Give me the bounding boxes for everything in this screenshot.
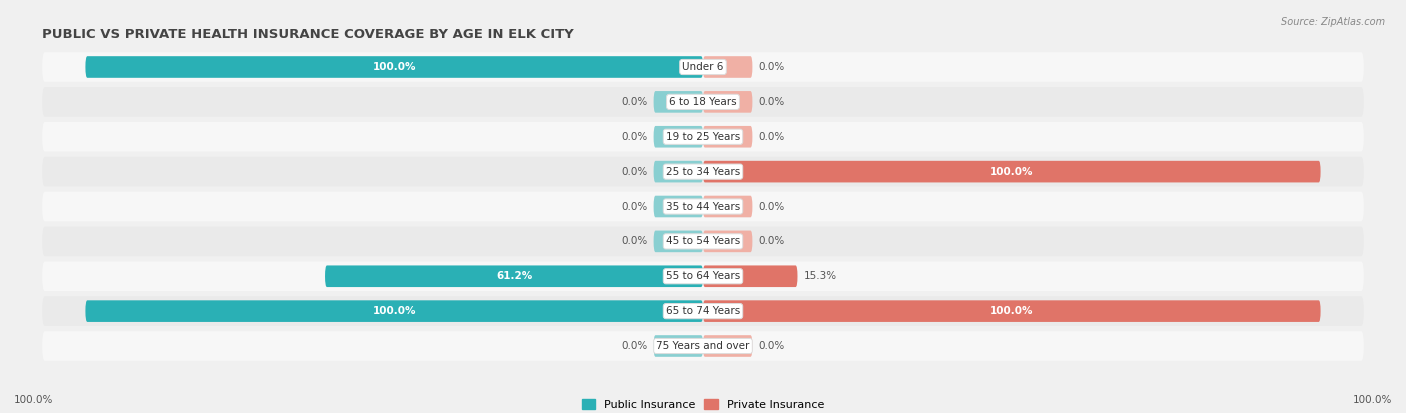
FancyBboxPatch shape: [703, 196, 752, 217]
Text: 0.0%: 0.0%: [621, 202, 647, 211]
FancyBboxPatch shape: [654, 335, 703, 357]
Text: 0.0%: 0.0%: [759, 341, 785, 351]
Text: Source: ZipAtlas.com: Source: ZipAtlas.com: [1281, 17, 1385, 26]
Text: 0.0%: 0.0%: [759, 62, 785, 72]
Text: 0.0%: 0.0%: [621, 132, 647, 142]
Text: 0.0%: 0.0%: [621, 341, 647, 351]
Text: 0.0%: 0.0%: [621, 236, 647, 247]
Text: 6 to 18 Years: 6 to 18 Years: [669, 97, 737, 107]
Text: Under 6: Under 6: [682, 62, 724, 72]
Text: 100.0%: 100.0%: [990, 306, 1033, 316]
FancyBboxPatch shape: [42, 157, 1364, 186]
Text: 100.0%: 100.0%: [1353, 395, 1392, 405]
FancyBboxPatch shape: [703, 91, 752, 113]
FancyBboxPatch shape: [42, 261, 1364, 291]
Text: 65 to 74 Years: 65 to 74 Years: [666, 306, 740, 316]
FancyBboxPatch shape: [703, 161, 1320, 183]
FancyBboxPatch shape: [703, 230, 752, 252]
Text: 0.0%: 0.0%: [759, 132, 785, 142]
Text: 19 to 25 Years: 19 to 25 Years: [666, 132, 740, 142]
Text: 15.3%: 15.3%: [804, 271, 837, 281]
FancyBboxPatch shape: [86, 300, 703, 322]
Text: 100.0%: 100.0%: [373, 306, 416, 316]
FancyBboxPatch shape: [654, 126, 703, 147]
FancyBboxPatch shape: [86, 56, 703, 78]
FancyBboxPatch shape: [42, 87, 1364, 117]
FancyBboxPatch shape: [42, 296, 1364, 326]
Text: 100.0%: 100.0%: [373, 62, 416, 72]
Legend: Public Insurance, Private Insurance: Public Insurance, Private Insurance: [578, 395, 828, 413]
FancyBboxPatch shape: [654, 196, 703, 217]
FancyBboxPatch shape: [42, 331, 1364, 361]
FancyBboxPatch shape: [42, 192, 1364, 221]
Text: 0.0%: 0.0%: [759, 202, 785, 211]
FancyBboxPatch shape: [703, 335, 752, 357]
Text: 0.0%: 0.0%: [621, 97, 647, 107]
Text: 0.0%: 0.0%: [621, 166, 647, 177]
Text: 61.2%: 61.2%: [496, 271, 531, 281]
Text: 55 to 64 Years: 55 to 64 Years: [666, 271, 740, 281]
Text: 25 to 34 Years: 25 to 34 Years: [666, 166, 740, 177]
FancyBboxPatch shape: [703, 300, 1320, 322]
FancyBboxPatch shape: [325, 266, 703, 287]
FancyBboxPatch shape: [42, 52, 1364, 82]
FancyBboxPatch shape: [703, 126, 752, 147]
Text: 45 to 54 Years: 45 to 54 Years: [666, 236, 740, 247]
Text: 100.0%: 100.0%: [14, 395, 53, 405]
Text: 35 to 44 Years: 35 to 44 Years: [666, 202, 740, 211]
FancyBboxPatch shape: [42, 227, 1364, 256]
Text: 0.0%: 0.0%: [759, 236, 785, 247]
FancyBboxPatch shape: [703, 56, 752, 78]
Text: 0.0%: 0.0%: [759, 97, 785, 107]
FancyBboxPatch shape: [703, 266, 797, 287]
Text: 100.0%: 100.0%: [990, 166, 1033, 177]
FancyBboxPatch shape: [654, 161, 703, 183]
FancyBboxPatch shape: [42, 122, 1364, 152]
FancyBboxPatch shape: [654, 91, 703, 113]
Text: PUBLIC VS PRIVATE HEALTH INSURANCE COVERAGE BY AGE IN ELK CITY: PUBLIC VS PRIVATE HEALTH INSURANCE COVER…: [42, 28, 574, 41]
FancyBboxPatch shape: [654, 230, 703, 252]
Text: 75 Years and over: 75 Years and over: [657, 341, 749, 351]
